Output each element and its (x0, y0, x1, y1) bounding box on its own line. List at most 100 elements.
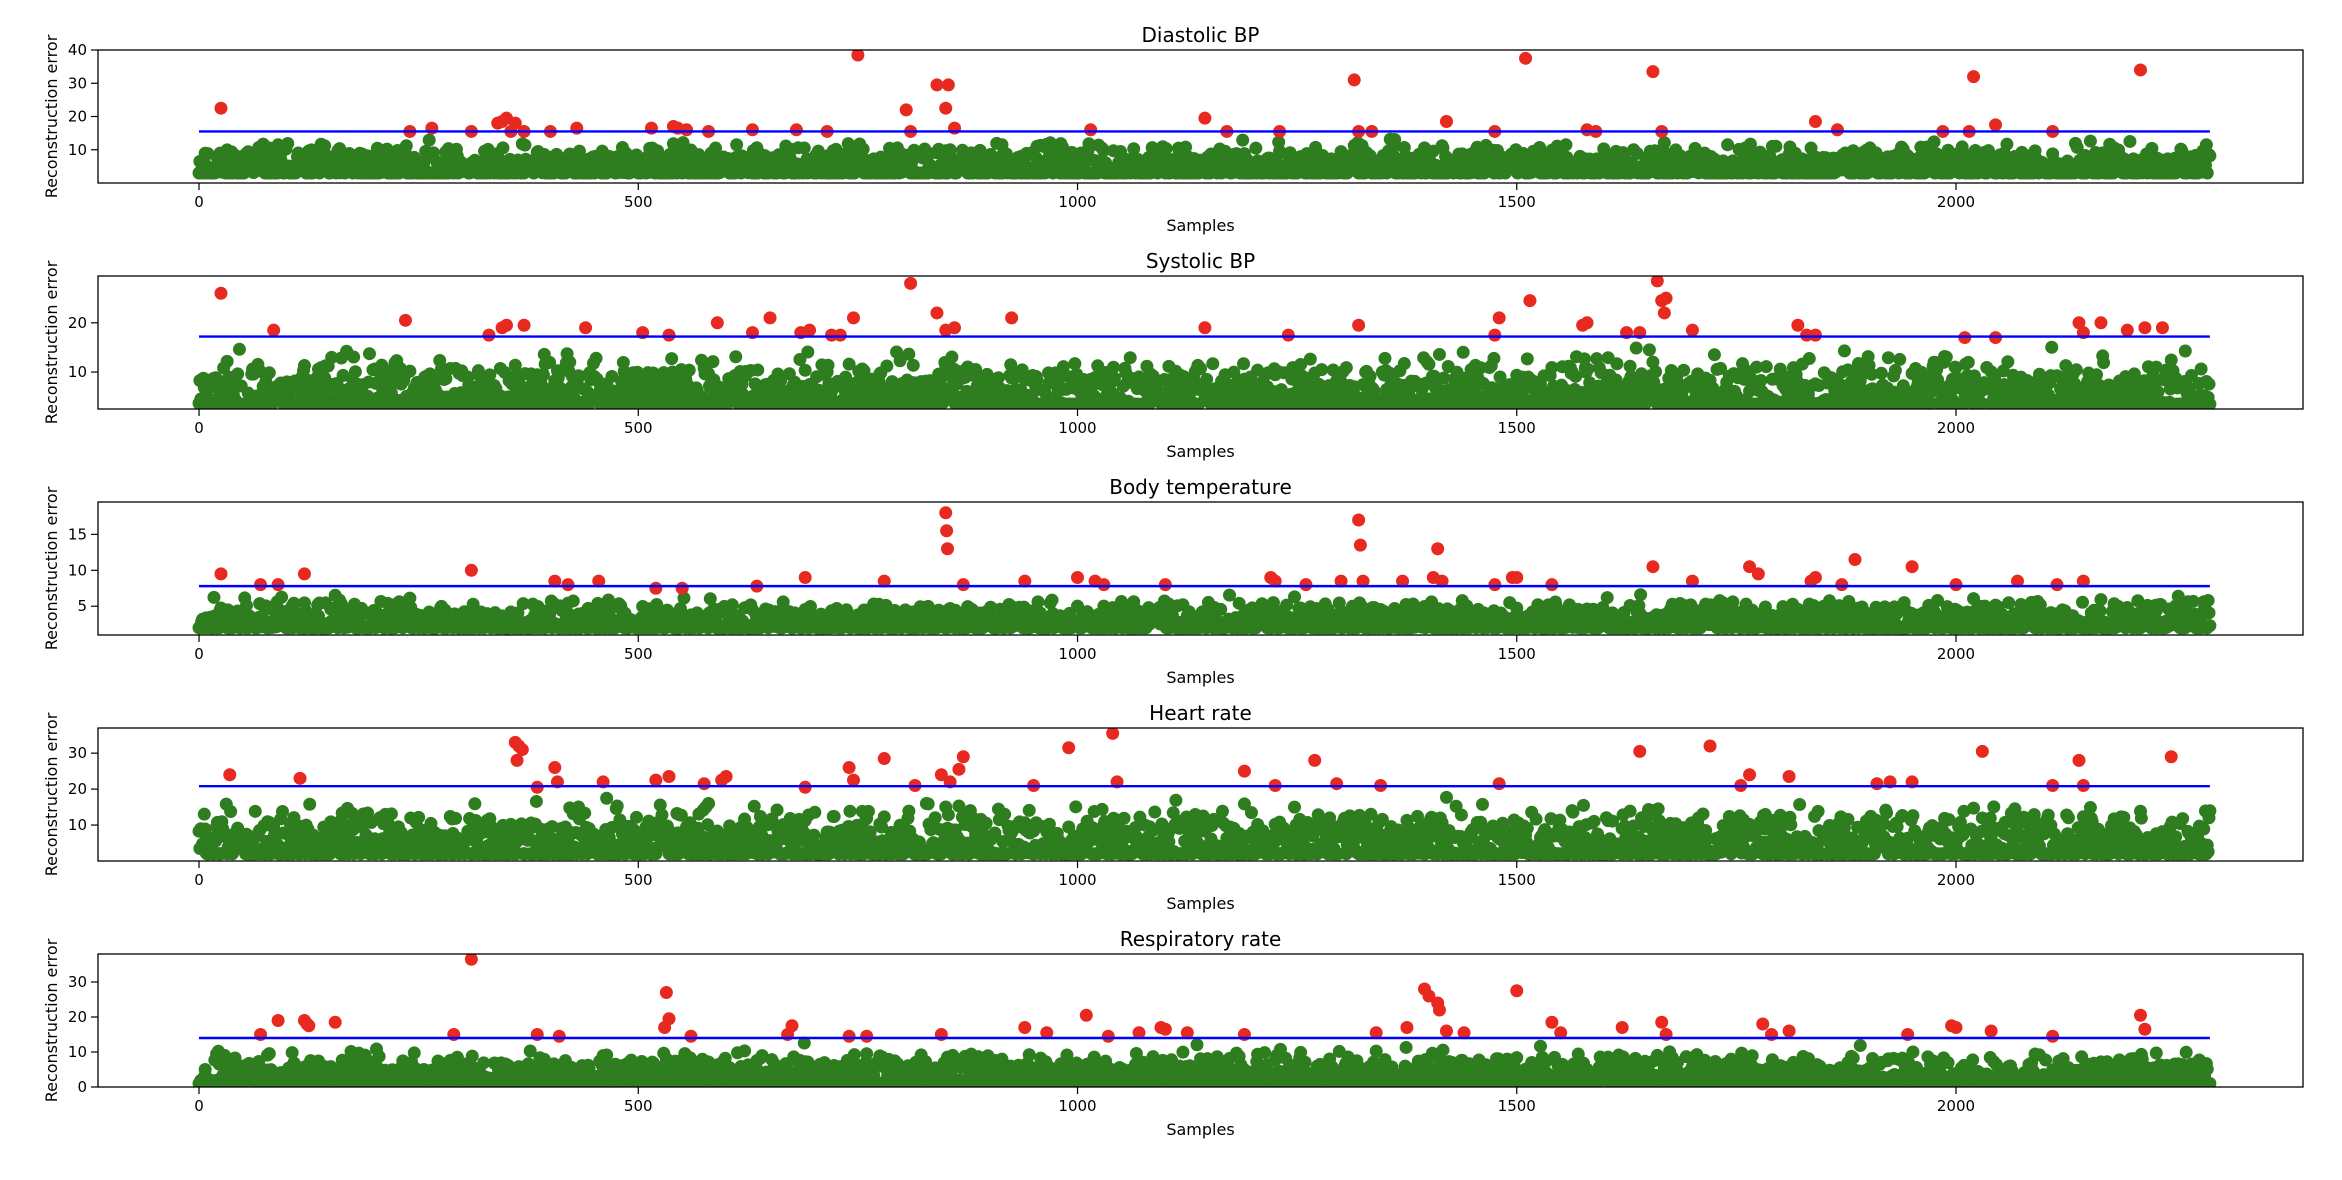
normal-point (483, 368, 497, 382)
y-tick-label: 20 (68, 108, 87, 126)
normal-point (336, 368, 350, 382)
chart-panel: Diastolic BP0 500 1000 1500 2000Samples10203… (42, 23, 2304, 235)
normal-point (2178, 344, 2192, 358)
anomaly-point (899, 103, 913, 117)
normal-point (2000, 137, 2014, 151)
normal-point (2069, 363, 2083, 377)
anomaly-point (2120, 323, 2134, 337)
anomaly-point (803, 323, 817, 337)
normal-point (2200, 166, 2214, 180)
anomaly-point (941, 78, 955, 92)
anomaly-point (1657, 306, 1671, 320)
anomaly-point (851, 50, 865, 62)
normal-point (201, 147, 215, 161)
normal-point (991, 371, 1005, 385)
normal-point (1961, 355, 1975, 369)
normal-point (1967, 369, 1981, 383)
normal-point (1236, 133, 1250, 147)
normal-point (1422, 357, 1436, 371)
normal-point (1855, 368, 1869, 382)
normal-point (706, 355, 720, 369)
normal-point (572, 369, 586, 383)
normal-point (1363, 369, 1377, 383)
normal-point (1378, 351, 1392, 365)
anomaly-point (579, 321, 593, 335)
normal-point (1773, 362, 1787, 376)
normal-point (798, 363, 812, 377)
normal-point (399, 139, 413, 153)
normal-point (1743, 137, 1757, 151)
normal-point (1893, 352, 1907, 366)
y-axis-label: Reconstruction error (42, 34, 61, 198)
normal-point (1056, 360, 1070, 374)
normal-point (902, 347, 916, 361)
normal-point (1127, 142, 1141, 156)
normal-point (1881, 351, 1895, 365)
normal-point (362, 347, 376, 361)
normal-point (2184, 368, 2198, 382)
normal-point (842, 357, 856, 371)
normal-point (347, 350, 361, 364)
normal-point (2090, 368, 2104, 382)
normal-point (1237, 357, 1251, 371)
normal-point (2183, 381, 2197, 395)
normal-point (232, 342, 246, 356)
anomaly-point (1685, 323, 1699, 337)
normal-point (439, 372, 453, 386)
normal-point (1194, 362, 1207, 376)
normal-point (1456, 345, 1470, 359)
normal-point (1432, 347, 1446, 361)
normal-point (1397, 140, 1411, 154)
anomaly-point (948, 321, 962, 335)
anomaly-point (2133, 63, 2147, 77)
anomaly-point (425, 121, 439, 135)
anomaly-point (763, 311, 777, 325)
normal-point (2083, 134, 2097, 148)
x-tick-label: 1500 (1498, 419, 1536, 437)
normal-point (1610, 357, 1624, 371)
normal-point (2068, 377, 2082, 391)
anomaly-point (930, 306, 944, 320)
normal-point (2203, 149, 2217, 163)
normal-point (1559, 138, 1573, 152)
normal-point (1721, 138, 1735, 152)
normal-point (536, 368, 550, 382)
normal-point (1179, 140, 1193, 154)
normal-point (543, 355, 557, 369)
anomaly-point (930, 78, 944, 92)
anomaly-point (2138, 321, 2152, 335)
anomaly-point (846, 311, 860, 325)
anomaly-point (1650, 276, 1664, 288)
anomaly-point (1808, 328, 1822, 342)
normal-point (1388, 132, 1402, 146)
anomaly-point (1659, 291, 1673, 305)
normal-point (2001, 355, 2015, 369)
y-tick-label: 40 (68, 41, 87, 59)
y-tick-label: 10 (68, 141, 87, 159)
anomaly-point (1488, 328, 1502, 342)
normal-point (1053, 371, 1067, 385)
normal-point (1939, 350, 1953, 364)
normal-point (1082, 137, 1096, 151)
anomaly-point (2155, 321, 2169, 335)
chart-title: Body temperature (1109, 475, 1292, 499)
normal-point (1707, 348, 1721, 362)
normal-point (2151, 385, 2165, 399)
normal-point (2164, 353, 2178, 367)
normal-point (2194, 362, 2208, 376)
normal-point (563, 355, 577, 369)
anomaly-point (499, 318, 513, 332)
anomaly-point (644, 121, 658, 135)
normal-point (1097, 143, 1111, 157)
normal-point (945, 350, 959, 364)
x-tick-label: 500 (624, 419, 653, 437)
anomaly-point (2094, 316, 2108, 330)
x-axis-label: Samples (1166, 442, 1234, 461)
anomaly-point (517, 318, 531, 332)
normal-point (2097, 356, 2111, 370)
normal-point (275, 590, 289, 604)
normal-point (2199, 138, 2213, 152)
normal-point (2123, 134, 2137, 148)
normal-point (2059, 359, 2073, 373)
